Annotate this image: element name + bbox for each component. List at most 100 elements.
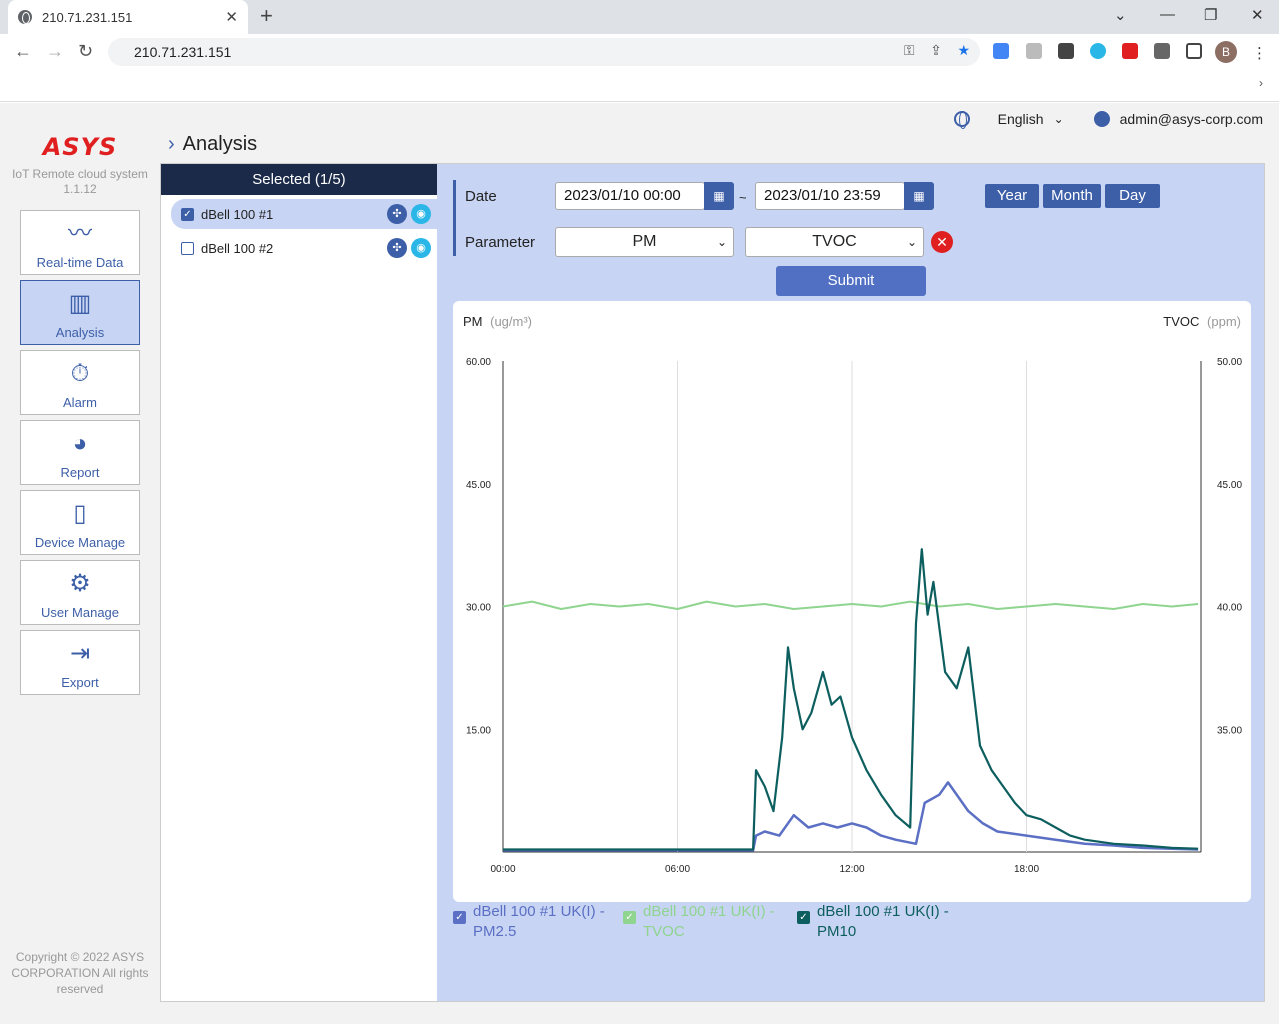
chevron-down-icon: ⌄ bbox=[906, 235, 917, 249]
window-close-icon[interactable]: ✕ bbox=[1251, 7, 1264, 24]
share-icon[interactable]: ⇪ bbox=[930, 42, 942, 58]
legend-item-tvoc[interactable]: ✓ dBell 100 #1 UK(I) - TVOC bbox=[623, 902, 793, 942]
side-nav: 〰 Real-time Data ▥ Analysis ⏱ Alarm ◕ Re… bbox=[20, 210, 140, 700]
alarm-icon: ⏱ bbox=[70, 360, 90, 387]
x-tick-label: 06:00 bbox=[665, 864, 690, 875]
device-item[interactable]: ✓ dBell 100 #1 ✣ ◉ bbox=[171, 199, 437, 229]
left-axis-title-text: PM bbox=[463, 314, 483, 329]
x-tick-label: 12:00 bbox=[839, 864, 864, 875]
nav-label: Alarm bbox=[63, 395, 97, 410]
parameter-select-2[interactable]: TVOC ⌄ bbox=[745, 227, 924, 257]
parameter-select-1[interactable]: PM ⌄ bbox=[555, 227, 734, 257]
copyright: Copyright © 2022 ASYS CORPORATION All ri… bbox=[11, 950, 149, 996]
date-label: Date bbox=[465, 188, 497, 205]
nav-item-report[interactable]: ◕ Report bbox=[20, 420, 140, 485]
remove-parameter-icon[interactable]: ✕ bbox=[931, 231, 953, 253]
calendar-icon[interactable]: ▦ bbox=[704, 182, 734, 210]
reload-icon[interactable]: ↻ bbox=[78, 41, 94, 61]
page-title: Analysis bbox=[182, 133, 258, 155]
bar-chart-icon: ▥ bbox=[68, 290, 92, 317]
new-tab-icon[interactable]: + bbox=[260, 3, 273, 28]
device-icon: ▯ bbox=[73, 500, 87, 527]
device-item[interactable]: dBell 100 #2 ✣ ◉ bbox=[171, 233, 437, 263]
x-tick-label: 00:00 bbox=[490, 864, 515, 875]
globe-icon[interactable] bbox=[953, 111, 970, 129]
extension-translate-icon[interactable] bbox=[993, 43, 1009, 59]
analysis-content: Date 2023/01/10 00:00 ▦ ~ 2023/01/10 23:… bbox=[437, 164, 1264, 1001]
chart-legend: ✓ dBell 100 #1 UK(I) - PM2.5 ✓ dBell 100… bbox=[453, 902, 1253, 952]
language-select[interactable]: English bbox=[997, 111, 1044, 127]
pm10-series-line bbox=[503, 548, 1199, 851]
extension-chat-icon[interactable] bbox=[1090, 43, 1106, 59]
left-axis-unit: (ug/m³) bbox=[490, 314, 532, 329]
side-panel-icon[interactable] bbox=[1186, 43, 1202, 59]
left-tick-label: 15.00 bbox=[466, 725, 491, 736]
x-tick-label: 18:00 bbox=[1014, 864, 1039, 875]
left-axis-title: PM (ug/m³) bbox=[463, 314, 532, 329]
nav-item-user-manage[interactable]: ⚙ User Manage bbox=[20, 560, 140, 625]
legend-item-pm25[interactable]: ✓ dBell 100 #1 UK(I) - PM2.5 bbox=[453, 902, 623, 942]
device-name: dBell 100 #2 bbox=[201, 240, 274, 256]
form-accent-bar bbox=[453, 180, 456, 256]
extensions-puzzle-icon[interactable] bbox=[1154, 43, 1170, 59]
minimize-icon[interactable]: — bbox=[1160, 6, 1175, 23]
key-icon[interactable]: ⚿ bbox=[903, 42, 915, 58]
back-icon[interactable]: ← bbox=[14, 41, 32, 61]
location-icon[interactable]: ◉ bbox=[411, 238, 431, 258]
bookmark-star-icon[interactable]: ★ bbox=[957, 42, 970, 58]
app-root: English ⌄ admin@asys-corp.com ASYS IoT R… bbox=[0, 103, 1279, 1024]
legend-checkbox[interactable]: ✓ bbox=[453, 911, 466, 924]
extension-red-icon[interactable] bbox=[1122, 43, 1138, 59]
nav-item-device-manage[interactable]: ▯ Device Manage bbox=[20, 490, 140, 555]
extension-grey-icon[interactable] bbox=[1026, 43, 1042, 59]
nav-item-alarm[interactable]: ⏱ Alarm bbox=[20, 350, 140, 415]
calendar-icon[interactable]: ▦ bbox=[904, 182, 934, 210]
nav-item-analysis[interactable]: ▥ Analysis bbox=[20, 280, 140, 345]
nav-item-realtime-data[interactable]: 〰 Real-time Data bbox=[20, 210, 140, 275]
chevron-down-icon[interactable]: ⌄ bbox=[1053, 112, 1064, 126]
nav-label: Export bbox=[61, 675, 99, 690]
end-date-input[interactable]: 2023/01/10 23:59 bbox=[755, 182, 905, 210]
right-axis-title-text: TVOC bbox=[1163, 314, 1199, 329]
waveform-icon: 〰 bbox=[68, 220, 92, 247]
page-heading: › Analysis bbox=[168, 133, 257, 156]
location-icon[interactable]: ◉ bbox=[411, 204, 431, 224]
right-tick-label: 50.00 bbox=[1217, 357, 1242, 368]
logo: ASYS bbox=[42, 133, 118, 161]
browser-menu-icon[interactable]: ⋮ bbox=[1252, 45, 1267, 62]
right-tick-label: 40.00 bbox=[1217, 603, 1242, 614]
device-list: Selected (1/5) ✓ dBell 100 #1 ✣ ◉ dBell … bbox=[161, 164, 437, 1001]
start-date-input[interactable]: 2023/01/10 00:00 bbox=[555, 182, 705, 210]
chart-container: PM (ug/m³) TVOC (ppm) 00:00 06:00 12:00 18:… bbox=[453, 301, 1251, 902]
left-tick-label: 45.00 bbox=[466, 480, 491, 491]
forward-icon[interactable]: → bbox=[46, 41, 64, 61]
nav-label: Real-time Data bbox=[36, 255, 124, 270]
nav-item-export[interactable]: ⇥ Export bbox=[20, 630, 140, 695]
sensor-icon[interactable]: ✣ bbox=[387, 238, 407, 258]
day-button[interactable]: Day bbox=[1105, 184, 1160, 208]
bookmark-overflow-icon[interactable]: › bbox=[1259, 76, 1263, 90]
device-checkbox[interactable]: ✓ bbox=[181, 207, 194, 221]
device-checkbox[interactable] bbox=[181, 241, 194, 255]
month-button[interactable]: Month bbox=[1043, 184, 1101, 208]
legend-checkbox[interactable]: ✓ bbox=[623, 911, 636, 924]
restore-icon[interactable]: ❐ bbox=[1204, 7, 1218, 24]
tab-search-icon[interactable]: ⌄ bbox=[1114, 7, 1127, 24]
chevron-down-icon: ⌄ bbox=[716, 235, 727, 249]
user-email[interactable]: admin@asys-corp.com bbox=[1119, 111, 1263, 127]
sensor-icon[interactable]: ✣ bbox=[387, 204, 407, 224]
legend-checkbox[interactable]: ✓ bbox=[797, 911, 810, 924]
extension-dark-icon[interactable] bbox=[1058, 43, 1074, 59]
submit-button[interactable]: Submit bbox=[776, 266, 926, 296]
brand-version: 1.1.12 bbox=[63, 182, 97, 196]
year-button[interactable]: Year bbox=[985, 184, 1039, 208]
browser-tab[interactable]: 210.71.231.151 ✕ bbox=[8, 0, 248, 34]
top-bar: English ⌄ admin@asys-corp.com bbox=[953, 111, 1263, 129]
profile-avatar[interactable]: B bbox=[1215, 41, 1237, 63]
analysis-panel: Selected (1/5) ✓ dBell 100 #1 ✣ ◉ dBell … bbox=[160, 163, 1265, 1002]
legend-item-pm10[interactable]: ✓ dBell 100 #1 UK(I) - PM10 bbox=[797, 902, 967, 942]
tab-title: 210.71.231.151 bbox=[42, 9, 133, 25]
tab-close-icon[interactable]: ✕ bbox=[225, 9, 238, 26]
left-tick-label: 30.00 bbox=[466, 603, 491, 614]
address-bar[interactable]: 210.71.231.151 ⚿ ⇪ ★ bbox=[108, 38, 980, 66]
